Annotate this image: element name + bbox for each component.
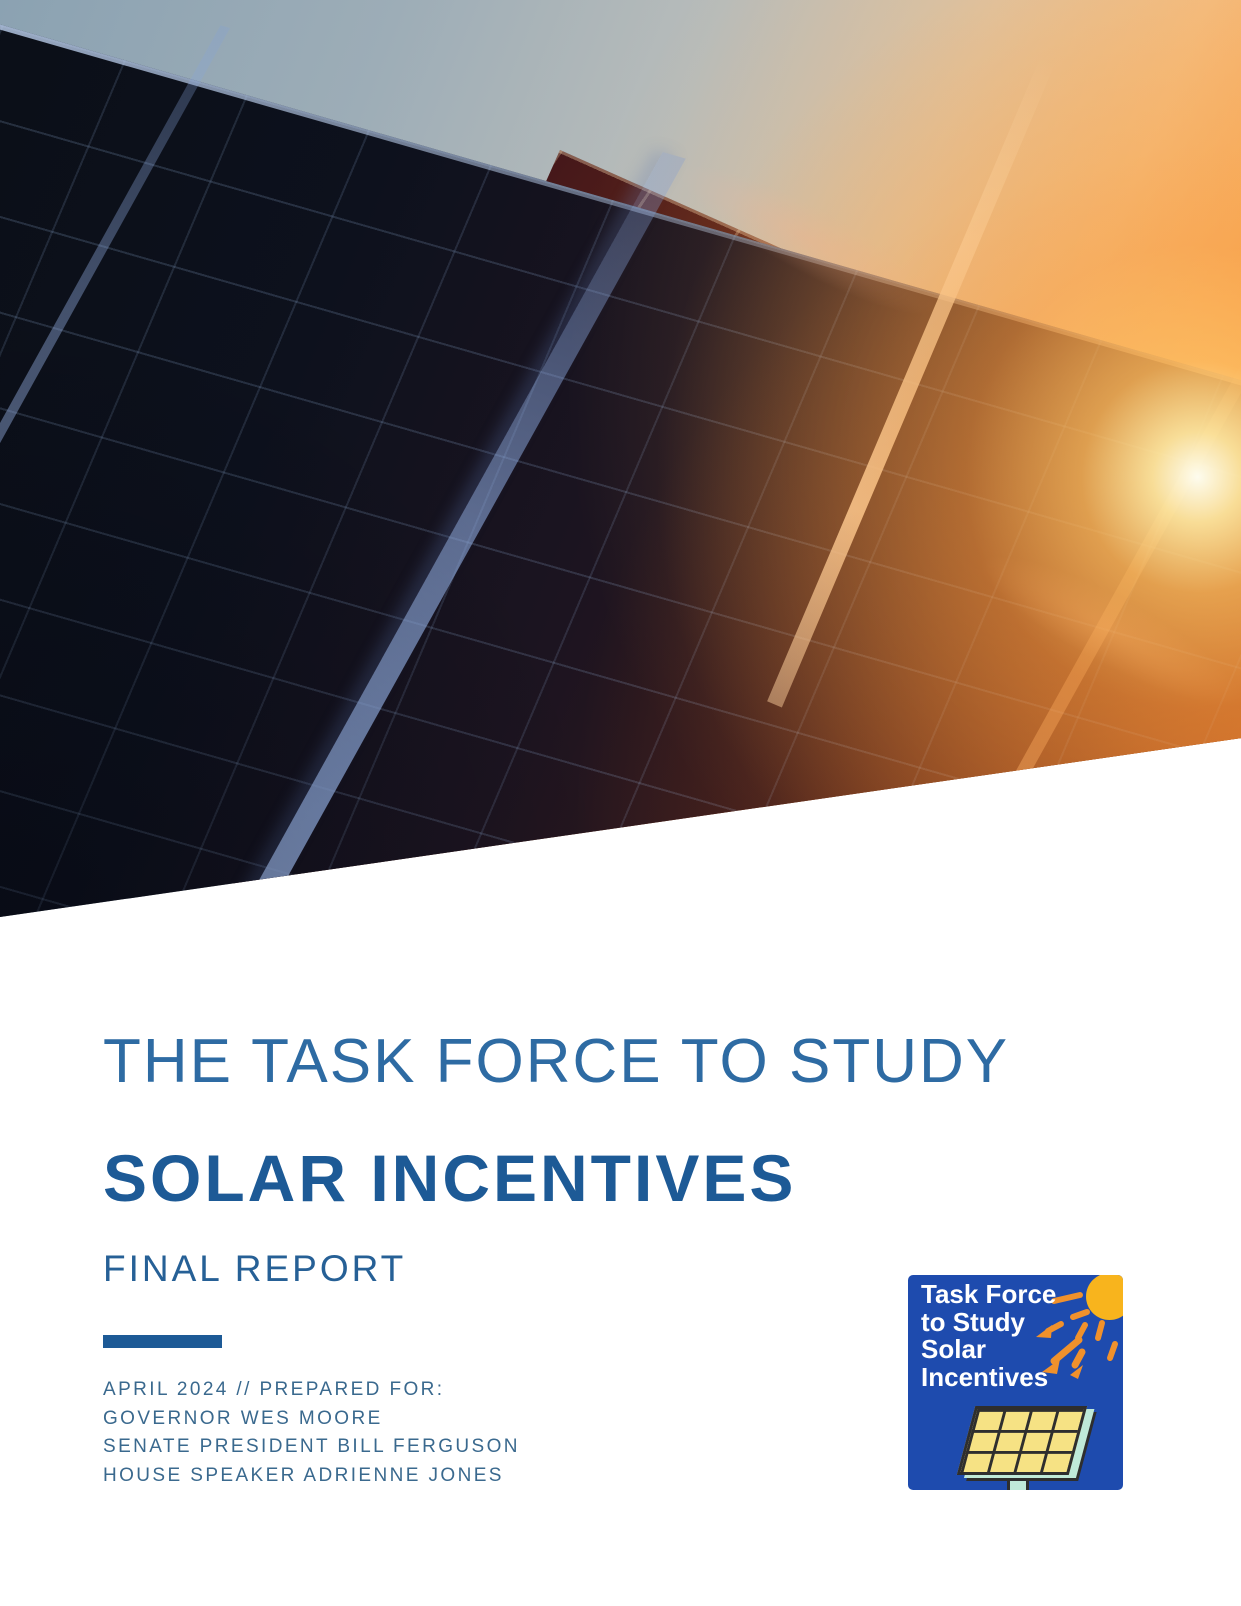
report-subtitle: FINAL REPORT [103, 1248, 407, 1289]
sun-rays-icon [1036, 1292, 1118, 1379]
credit-line-governor: GOVERNOR WES MOORE [103, 1407, 383, 1429]
credit-line-senate-president: SENATE PRESIDENT BILL FERGUSON [103, 1436, 520, 1457]
logo-title-line: Task Force [921, 1279, 1057, 1309]
solar-panels-sunset-photo [0, 0, 1241, 917]
credit-line-house-speaker: HOUSE SPEAKER ADRIENNE JONES [103, 1464, 504, 1486]
credits-block: APRIL 2024 // PREPARED FOR: GOVERNOR WES… [103, 1376, 520, 1490]
panel-frame-rail [0, 25, 231, 917]
page-title-line-2: SOLAR INCENTIVES [103, 1141, 797, 1215]
accent-bar [103, 1335, 222, 1348]
logo-title-line: Incentives [921, 1361, 1049, 1392]
task-force-logo: Task Force to Study Solar Incentives [908, 1275, 1123, 1490]
credit-line-date: APRIL 2024 // PREPARED FOR: [103, 1379, 445, 1400]
logo-title-line: to Study [921, 1306, 1025, 1337]
page-title-line-1: THE TASK FORCE TO STUDY [103, 1027, 1010, 1096]
sun-icon [1086, 1275, 1123, 1320]
logo-title-line: Solar [921, 1334, 987, 1364]
solar-panel-icon [956, 1406, 1088, 1475]
logo-title: Task Force to Study Solar Incentives [921, 1279, 1057, 1392]
